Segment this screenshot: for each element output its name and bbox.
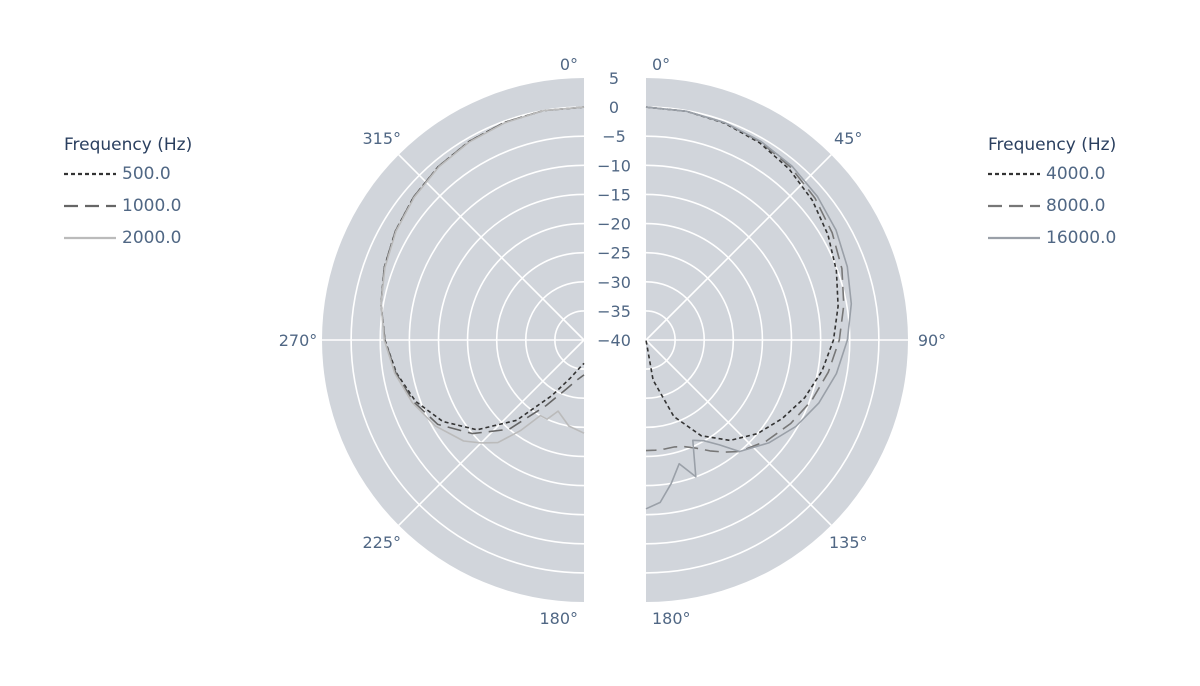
legend-item-2000.0[interactable]: 2000.0 bbox=[64, 222, 192, 254]
radial-tick-label: −10 bbox=[597, 156, 631, 175]
legend-swatch bbox=[64, 204, 116, 208]
radial-tick-label: −35 bbox=[597, 302, 631, 321]
series-line-2000.0 bbox=[380, 106, 585, 444]
radial-tick-label: −25 bbox=[597, 244, 631, 263]
angular-tick-label: 0° bbox=[560, 55, 578, 74]
legend-item-4000.0[interactable]: 4000.0 bbox=[988, 158, 1116, 190]
angular-tick-label: 0° bbox=[652, 55, 670, 74]
angular-tick-label: 45° bbox=[834, 129, 862, 148]
legend-title: Frequency (Hz) bbox=[988, 135, 1117, 155]
legend-label: 8000.0 bbox=[1046, 196, 1106, 216]
angular-tick-label: 135° bbox=[829, 533, 868, 552]
angular-tick-label: 225° bbox=[362, 533, 401, 552]
left-polar-plot: 0° 315° 270° 225° 180° 5 0 −5 −10 −15 −20 −25 −30 −35… bbox=[279, 55, 631, 628]
angular-tick-label: 270° bbox=[279, 331, 318, 350]
legend-swatch bbox=[988, 172, 1040, 176]
angular-gridline bbox=[398, 154, 585, 341]
legend-label: 2000.0 bbox=[122, 228, 182, 248]
legend-item-1000.0[interactable]: 1000.0 bbox=[64, 190, 192, 222]
legend-label: 16000.0 bbox=[1046, 228, 1117, 248]
legend-swatch bbox=[64, 236, 116, 240]
legend-swatch bbox=[988, 204, 1040, 208]
series-line-8000.0 bbox=[645, 106, 845, 453]
angular-tick-label: 90° bbox=[918, 331, 946, 350]
radial-tick-label: −20 bbox=[597, 215, 631, 234]
series-line-16000.0 bbox=[645, 106, 853, 510]
angular-gridline bbox=[645, 154, 832, 341]
legend-label: 1000.0 bbox=[122, 196, 182, 216]
series-line-4000.0 bbox=[645, 106, 839, 442]
angular-gridline bbox=[645, 339, 832, 526]
legend-swatch bbox=[64, 172, 116, 176]
radial-tick-label: 5 bbox=[609, 69, 619, 88]
angular-gridline bbox=[398, 339, 585, 526]
radial-tick-label: −5 bbox=[602, 127, 626, 146]
radial-tick-label: −40 bbox=[597, 331, 631, 350]
angular-tick-label: 180° bbox=[652, 609, 691, 628]
angular-tick-label: 180° bbox=[539, 609, 578, 628]
radial-tick-label: 0 bbox=[609, 98, 619, 117]
left-legend: Frequency (Hz) 500.0 1000.0 2000.0 bbox=[64, 132, 192, 254]
angular-tick-label: 315° bbox=[362, 129, 401, 148]
legend-item-16000.0[interactable]: 16000.0 bbox=[988, 222, 1116, 254]
legend-label: 4000.0 bbox=[1046, 164, 1106, 184]
radial-tick-label: −15 bbox=[597, 185, 631, 204]
legend-item-500.0[interactable]: 500.0 bbox=[64, 158, 192, 190]
legend-item-8000.0[interactable]: 8000.0 bbox=[988, 190, 1116, 222]
series-line-1000.0 bbox=[380, 106, 585, 435]
legend-title: Frequency (Hz) bbox=[64, 135, 193, 155]
right-legend: Frequency (Hz) 4000.0 8000.0 16000.0 bbox=[988, 132, 1116, 254]
legend-label: 500.0 bbox=[122, 164, 171, 184]
legend-swatch bbox=[988, 236, 1040, 240]
radial-tick-label: −30 bbox=[597, 273, 631, 292]
right-polar-plot: 0° 45° 90° 135° 180° bbox=[645, 55, 946, 628]
